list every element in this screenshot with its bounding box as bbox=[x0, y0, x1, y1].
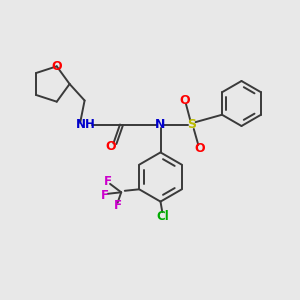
Text: F: F bbox=[101, 189, 109, 202]
Text: F: F bbox=[104, 175, 112, 188]
Text: F: F bbox=[114, 199, 122, 212]
Text: S: S bbox=[188, 118, 196, 131]
Text: Cl: Cl bbox=[157, 210, 169, 223]
Text: NH: NH bbox=[76, 118, 95, 131]
Text: O: O bbox=[194, 142, 205, 155]
Text: N: N bbox=[155, 118, 166, 131]
Text: O: O bbox=[106, 140, 116, 154]
Text: O: O bbox=[179, 94, 190, 107]
Text: O: O bbox=[51, 60, 62, 73]
